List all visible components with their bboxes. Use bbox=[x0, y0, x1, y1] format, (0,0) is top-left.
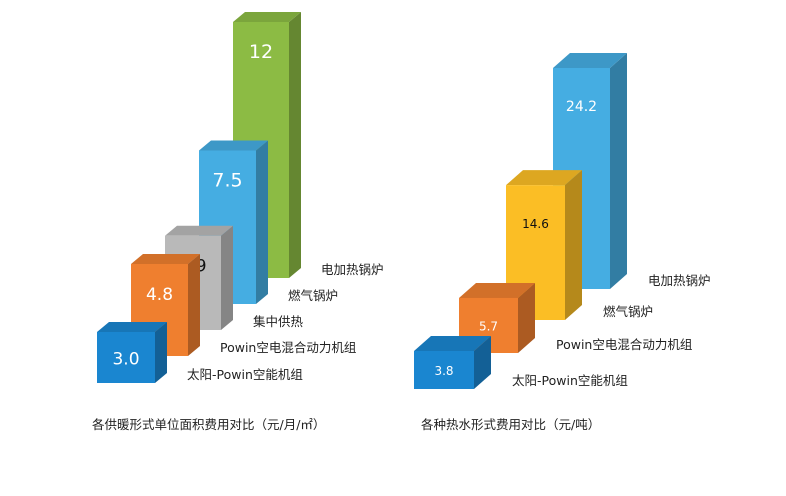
bar-side bbox=[188, 254, 200, 356]
bar-top bbox=[97, 322, 167, 332]
bar-1: 3.8 bbox=[414, 336, 491, 389]
bar-side bbox=[289, 12, 301, 278]
bar-top bbox=[131, 254, 200, 264]
bar-side bbox=[155, 322, 167, 383]
bar-front bbox=[97, 332, 155, 383]
category-label-3: 燃气锅炉 bbox=[603, 304, 653, 319]
bar-side bbox=[610, 53, 627, 289]
bar-top bbox=[414, 336, 491, 351]
bar-value-label: 7.5 bbox=[212, 170, 242, 192]
bar-value-label: 5.7 bbox=[479, 319, 498, 333]
bar-1: 3.0 bbox=[97, 322, 167, 383]
bar-value-label: 4.8 bbox=[146, 285, 173, 305]
category-label-3: 集中供热 bbox=[253, 314, 304, 329]
bar-top bbox=[233, 12, 301, 22]
bar-front bbox=[414, 351, 474, 389]
bar-2: 5.7 bbox=[459, 282, 535, 353]
bar-top bbox=[199, 140, 268, 151]
bar-value-label: 12 bbox=[249, 41, 273, 63]
bar-value-label: 3.8 bbox=[434, 364, 453, 378]
chart-1-title: 各供暖形式单位面积费用对比（元/月/㎡） bbox=[92, 417, 326, 432]
category-label-2: Powin空电混合动力机组 bbox=[556, 337, 692, 352]
category-label-5: 电加热锅炉 bbox=[321, 262, 384, 277]
category-label-4: 燃气锅炉 bbox=[288, 288, 338, 303]
bar-3: 14.6 bbox=[506, 170, 582, 320]
bar-value-label: 3.0 bbox=[112, 350, 139, 370]
chart-2-title: 各种热水形式费用对比（元/吨） bbox=[421, 417, 601, 432]
bar-side bbox=[565, 170, 582, 320]
bar-top bbox=[553, 53, 627, 68]
bar-side bbox=[518, 282, 535, 353]
chart-2: 太阳-Powin空能机组 Powin空电混合动力机组 燃气锅炉 电加热锅炉 24.2 14… bbox=[414, 53, 711, 389]
bar-top bbox=[506, 170, 582, 186]
bar-top bbox=[165, 225, 233, 236]
category-label-2: Powin空电混合动力机组 bbox=[220, 340, 356, 355]
bar-value-label: 24.2 bbox=[566, 99, 597, 115]
bar-value-label: 14.6 bbox=[522, 217, 549, 231]
bar-side bbox=[221, 225, 233, 330]
bar-top bbox=[459, 282, 535, 298]
chart-1: 太阳-Powin空能机组 Powin空电混合动力机组 集中供热 燃气锅炉 电加热锅炉 12… bbox=[97, 12, 384, 383]
category-label-1: 太阳-Powin空能机组 bbox=[512, 373, 628, 388]
bar-side bbox=[256, 140, 268, 304]
category-label-1: 太阳-Powin空能机组 bbox=[187, 367, 303, 382]
bar-side bbox=[474, 336, 491, 389]
category-label-4: 电加热锅炉 bbox=[648, 273, 711, 288]
